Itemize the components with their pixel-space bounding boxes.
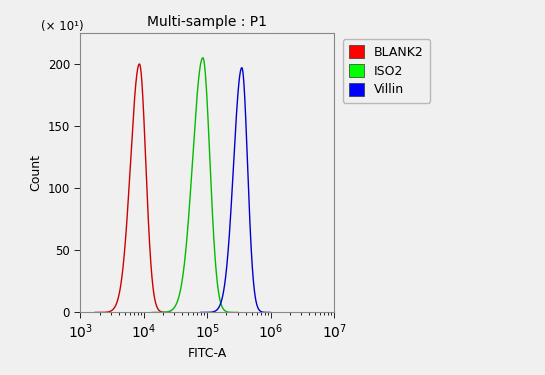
BLANK2 <box>168 310 174 315</box>
Line: Villin: Villin <box>201 68 270 312</box>
ISO2 <box>234 310 241 315</box>
Villin <box>239 66 245 70</box>
Villin <box>234 101 240 106</box>
ISO2 <box>149 310 155 315</box>
BLANK2 <box>131 98 138 103</box>
Y-axis label: Count: Count <box>29 154 43 191</box>
Legend: BLANK2, ISO2, Villin: BLANK2, ISO2, Villin <box>343 39 430 103</box>
ISO2 <box>187 190 193 194</box>
Line: BLANK2: BLANK2 <box>95 64 171 312</box>
Line: ISO2: ISO2 <box>152 58 238 312</box>
Text: (× 10¹): (× 10¹) <box>41 20 84 33</box>
Villin <box>267 310 274 315</box>
ISO2 <box>199 56 206 60</box>
BLANK2 <box>136 62 143 66</box>
ISO2 <box>156 310 163 315</box>
ISO2 <box>194 93 201 98</box>
Villin <box>255 305 261 310</box>
Villin <box>265 310 271 315</box>
ISO2 <box>232 310 238 315</box>
Villin <box>203 310 210 315</box>
Villin <box>197 310 204 315</box>
ISO2 <box>219 305 226 309</box>
ISO2 <box>229 310 235 315</box>
BLANK2 <box>92 310 98 315</box>
X-axis label: FITC-A: FITC-A <box>187 347 227 360</box>
BLANK2 <box>99 310 105 315</box>
BLANK2 <box>154 305 160 309</box>
Villin <box>263 310 269 315</box>
BLANK2 <box>125 193 132 197</box>
Villin <box>228 195 235 199</box>
Title: Multi-sample : P1: Multi-sample : P1 <box>147 15 267 29</box>
BLANK2 <box>163 310 169 315</box>
BLANK2 <box>166 310 172 315</box>
